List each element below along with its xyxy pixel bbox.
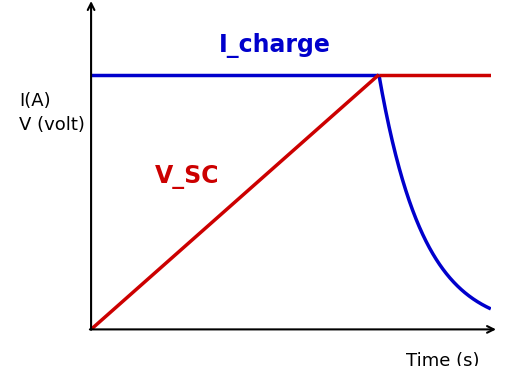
Text: V_SC: V_SC <box>155 165 219 188</box>
Text: Time (s): Time (s) <box>406 352 479 366</box>
Text: I(A)
V (volt): I(A) V (volt) <box>19 92 85 134</box>
Text: I_charge: I_charge <box>219 33 330 58</box>
